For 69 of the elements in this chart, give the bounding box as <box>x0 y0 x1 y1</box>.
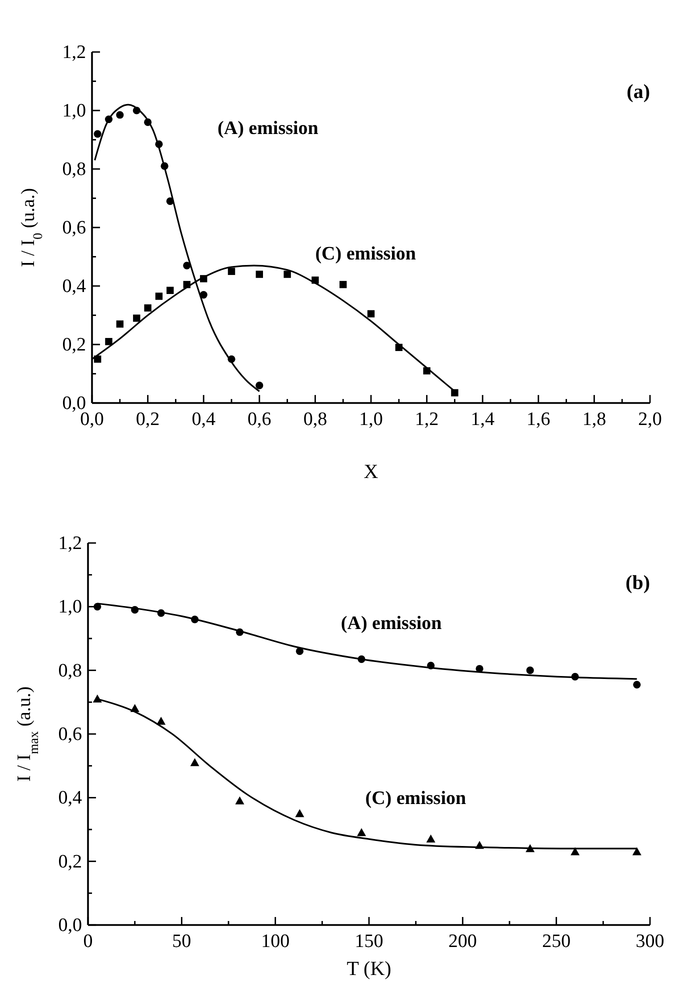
point <box>133 314 140 322</box>
point <box>526 666 534 674</box>
y-tick-label: 0,2 <box>62 334 86 356</box>
y-tick-label: 1,0 <box>62 100 86 122</box>
x-tick-label: 0,4 <box>192 409 216 430</box>
point <box>228 268 236 275</box>
x-tick-label: 200 <box>448 931 477 952</box>
x-tick-label: 250 <box>542 931 571 952</box>
x-tick-label: 0,0 <box>80 409 104 430</box>
x-tick-label: 300 <box>636 931 664 952</box>
point <box>451 389 458 396</box>
point <box>284 270 291 278</box>
y-tick-label: 0,6 <box>58 724 82 745</box>
y-tick-label: 0,0 <box>58 915 82 936</box>
annotation: (a) <box>626 81 650 103</box>
point <box>632 847 642 856</box>
x-tick-label: 1,2 <box>414 409 439 430</box>
x-tick-label: 1,0 <box>359 409 383 430</box>
y-tick-label: 1,2 <box>58 533 82 554</box>
point <box>256 270 263 278</box>
point <box>116 111 124 119</box>
x-tick-label: 100 <box>261 931 290 952</box>
x-tick-label: 0 <box>83 931 93 952</box>
point <box>312 276 319 284</box>
y-tick-label: 1,2 <box>62 42 86 63</box>
point <box>357 828 366 836</box>
x-tick-label: 1,8 <box>582 409 606 430</box>
x-tick-label: 50 <box>172 931 192 952</box>
x-tick-label: 150 <box>354 931 384 952</box>
series-label: (C) emission <box>315 244 416 265</box>
point <box>340 280 347 288</box>
point <box>144 304 152 312</box>
annotation: (b) <box>626 572 650 594</box>
y-tick-label: 0,6 <box>62 218 86 238</box>
y-tick-label: 1,0 <box>58 596 82 618</box>
point <box>105 338 112 346</box>
y-tick-label: 0,2 <box>58 851 82 872</box>
series-label: (A) emission <box>340 612 442 634</box>
point <box>295 809 304 818</box>
x-tick-label: 0,6 <box>248 409 272 430</box>
x-tick-label: 2,0 <box>638 409 662 430</box>
y-tick-label: 0,8 <box>62 159 86 180</box>
y-tick-label: 0,8 <box>58 660 82 682</box>
point <box>200 290 208 299</box>
point <box>235 796 244 804</box>
point <box>183 262 191 270</box>
x-tick-label: 1,4 <box>470 409 495 430</box>
point <box>155 292 163 300</box>
series-label: (C) emission <box>365 788 466 810</box>
point <box>190 758 200 766</box>
y-tick-label: 0,4 <box>62 276 86 297</box>
point <box>426 834 436 843</box>
point <box>156 716 166 725</box>
x-tick-label: 0,2 <box>136 409 160 430</box>
point <box>256 382 264 390</box>
x-tick-label: 1,6 <box>526 409 550 430</box>
point <box>367 310 375 318</box>
point <box>116 320 124 328</box>
point <box>166 286 174 294</box>
x-axis-title: T (K) <box>346 958 392 980</box>
x-tick-label: 0,8 <box>303 409 328 430</box>
point <box>633 680 641 688</box>
y-tick-label: 0,4 <box>58 788 82 809</box>
point <box>94 602 102 610</box>
x-axis-title: X <box>364 461 379 483</box>
point <box>94 130 102 138</box>
point <box>570 847 580 856</box>
point <box>296 647 304 656</box>
text: (A) emission <box>218 118 319 139</box>
